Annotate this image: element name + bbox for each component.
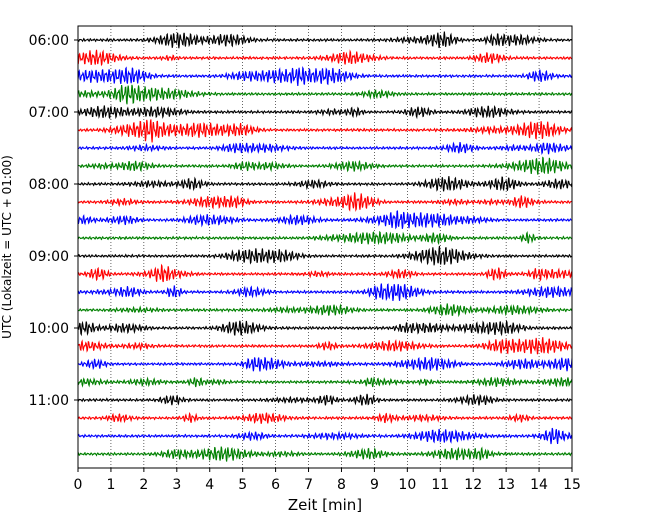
y-tick-label: 08:00: [29, 177, 69, 193]
x-tick-label: 12: [464, 477, 482, 493]
trace-13: [77, 245, 573, 266]
trace-12: [77, 230, 573, 246]
x-tick-label: 7: [304, 477, 313, 493]
trace-10: [77, 192, 573, 212]
trace-14: [77, 263, 573, 283]
x-tick-label: 0: [74, 477, 83, 493]
trace-8: [77, 156, 573, 175]
trace-16: [77, 303, 573, 318]
trace-24: [77, 446, 573, 462]
x-tick-label: 2: [139, 477, 148, 493]
y-tick-label: 11:00: [29, 393, 69, 409]
trace-20: [77, 376, 573, 388]
y-axis-ticks: 06:00 07:00 08:00 09:00 10:00 11:00: [29, 33, 78, 409]
trace-21: [77, 393, 573, 407]
x-tick-label: 15: [563, 477, 581, 493]
trace-23: [77, 427, 573, 445]
x-tick-label: 1: [106, 477, 115, 493]
trace-22: [77, 411, 573, 425]
trace-1: [77, 31, 573, 49]
trace-3: [77, 65, 573, 86]
x-axis-ticks: 0 1 2 3 4 5 6 7 8 9 10 11 12 13 14 15: [74, 468, 581, 493]
y-axis-label: UTC (Lokalzeit = UTC + 01:00): [0, 155, 14, 339]
y-tick-label: 06:00: [29, 33, 69, 49]
trace-17: [77, 319, 573, 337]
x-tick-label: 3: [172, 477, 181, 493]
trace-4: [77, 84, 573, 105]
x-tick-label: 4: [205, 477, 214, 493]
x-tick-label: 14: [530, 477, 548, 493]
trace-19: [77, 356, 573, 372]
trace-11: [77, 210, 573, 230]
x-tick-label: 6: [271, 477, 280, 493]
axes-frame: [77, 25, 573, 469]
seismogram-traces: [77, 31, 573, 462]
trace-6: [77, 119, 573, 143]
y-tick-label: 09:00: [29, 249, 69, 265]
y-tick-label: 07:00: [29, 105, 69, 121]
y-tick-label: 10:00: [29, 321, 69, 337]
trace-2: [77, 49, 573, 67]
x-tick-label: 11: [431, 477, 449, 493]
trace-15: [77, 283, 573, 302]
x-tick-label: 8: [337, 477, 346, 493]
x-tick-label: 13: [497, 477, 515, 493]
x-tick-label: 10: [398, 477, 416, 493]
trace-7: [77, 141, 573, 155]
trace-5: [77, 104, 573, 120]
x-tick-label: 5: [238, 477, 247, 493]
trace-9: [77, 176, 573, 192]
x-tick-label: 9: [370, 477, 379, 493]
trace-18: [77, 337, 573, 355]
x-axis-label: Zeit [min]: [288, 496, 362, 514]
